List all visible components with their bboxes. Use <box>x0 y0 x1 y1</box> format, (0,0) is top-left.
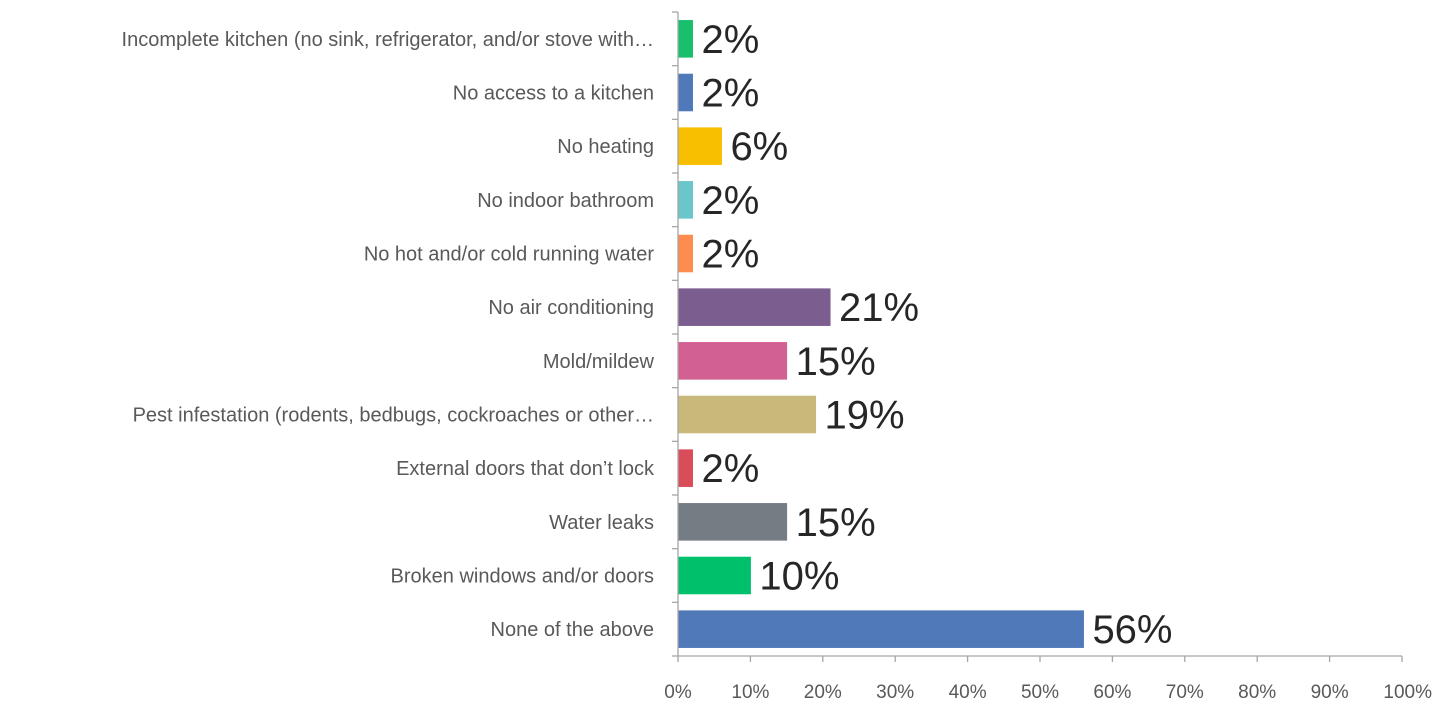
data-label: 10% <box>759 555 839 599</box>
bar <box>678 288 831 326</box>
x-axis-ticks: 0% 10% 20% 30% 40% 50% 60% 70% 80% 90% 100% <box>664 11 1432 703</box>
x-tick-label: 50% <box>1021 682 1059 703</box>
category-label: Broken windows and/or doors <box>391 566 654 588</box>
bar <box>678 234 693 273</box>
data-label: 2% <box>701 72 759 116</box>
x-tick-label: 100% <box>1383 682 1432 703</box>
x-tick-label: 0% <box>664 682 692 703</box>
x-tick-label: 70% <box>1166 682 1204 703</box>
x-tick-label: 90% <box>1311 682 1349 703</box>
data-label: 2% <box>701 447 759 491</box>
bar <box>678 556 751 595</box>
data-label: 56% <box>1092 608 1172 652</box>
data-label: 2% <box>701 179 759 223</box>
category-label: No access to a kitchen <box>453 83 654 105</box>
bar <box>678 610 1084 648</box>
x-tick-label: 20% <box>804 682 842 703</box>
x-tick-label: 30% <box>876 682 914 703</box>
category-label: No hot and/or cold running water <box>364 244 655 266</box>
x-tick-label: 60% <box>1093 682 1131 703</box>
category-labels: Incomplete kitchen (no sink, refrigerato… <box>122 29 655 641</box>
category-label: None of the above <box>491 619 654 641</box>
bar <box>678 449 693 487</box>
category-label: Incomplete kitchen (no sink, refrigerato… <box>122 29 654 51</box>
bar <box>678 73 693 112</box>
bar <box>678 395 817 434</box>
data-label: 21% <box>839 286 919 330</box>
bar <box>678 503 788 541</box>
data-label: 15% <box>796 340 876 384</box>
data-label: 19% <box>825 394 905 438</box>
x-tick-label: 10% <box>731 682 769 703</box>
data-label: 15% <box>796 501 876 545</box>
x-tick-label: 40% <box>949 682 987 703</box>
category-label: Mold/mildew <box>543 351 655 373</box>
bar <box>678 20 693 58</box>
bar <box>678 127 722 165</box>
bars <box>678 20 1084 648</box>
data-label: 2% <box>701 18 759 62</box>
category-label: Pest infestation (rodents, bedbugs, cock… <box>133 405 654 427</box>
data-label: 6% <box>730 125 788 169</box>
category-label: No indoor bathroom <box>477 190 654 212</box>
category-label: No heating <box>557 136 654 158</box>
bar <box>678 342 788 380</box>
category-label: No air conditioning <box>488 297 654 319</box>
value-labels: 2% 2% 6% 2% 2% 21% 15% 19% 2% 15% 10% 56% <box>701 18 1172 652</box>
x-tick-label: 80% <box>1238 682 1276 703</box>
bar <box>678 181 693 219</box>
category-label: External doors that don’t lock <box>396 458 655 480</box>
data-label: 2% <box>701 233 759 277</box>
category-label: Water leaks <box>549 512 654 534</box>
